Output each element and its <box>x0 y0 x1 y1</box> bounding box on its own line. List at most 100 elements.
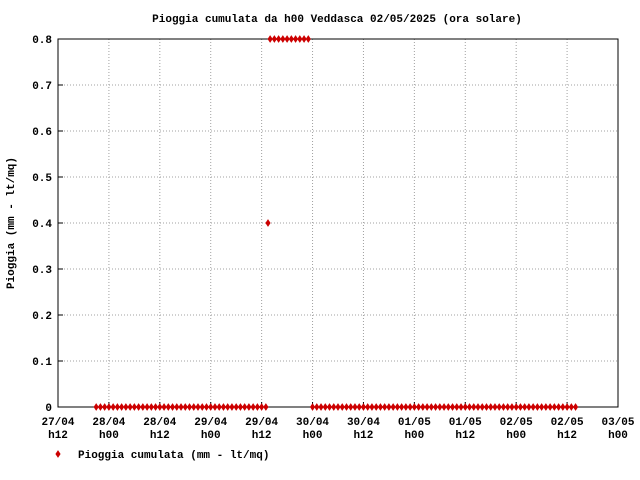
data-point <box>454 403 460 411</box>
data-point <box>492 403 498 411</box>
data-point <box>165 403 171 411</box>
x-tick-label: h00 <box>99 430 119 442</box>
data-point <box>352 403 358 411</box>
data-point <box>102 403 108 411</box>
x-tick-label: h00 <box>404 430 424 442</box>
data-point <box>305 35 311 43</box>
data-point <box>144 403 150 411</box>
data-point <box>288 35 294 43</box>
y-tick-label: 0.3 <box>32 265 52 277</box>
data-point <box>360 403 367 411</box>
data-point <box>483 403 490 411</box>
data-point <box>449 403 456 411</box>
data-point <box>522 403 528 411</box>
x-tick-label: 30/04 <box>347 417 380 429</box>
data-point <box>237 403 244 411</box>
x-tick-label: 02/05 <box>551 417 584 429</box>
data-point <box>513 403 519 411</box>
chart-title: Pioggia cumulata da h00 Veddasca 02/05/2… <box>152 14 522 26</box>
data-point <box>301 35 307 43</box>
data-point <box>505 403 511 411</box>
data-point <box>322 403 328 411</box>
y-tick-label: 0 <box>45 403 52 415</box>
data-point <box>276 35 282 43</box>
data-point <box>539 403 545 411</box>
data-point <box>441 403 447 411</box>
data-point <box>259 403 265 411</box>
data-point <box>390 403 396 411</box>
data-point <box>93 403 99 411</box>
data-point <box>271 35 277 43</box>
data-point <box>428 403 434 411</box>
data-point <box>496 403 502 411</box>
data-point <box>263 403 269 411</box>
y-tick-label: 0.4 <box>32 219 52 231</box>
data-point <box>475 403 481 411</box>
data-point <box>458 403 464 411</box>
data-point <box>471 403 477 411</box>
data-point <box>399 403 405 411</box>
data-point <box>403 403 409 411</box>
data-point <box>572 403 579 411</box>
data-point <box>220 403 227 411</box>
x-tick-label: 28/04 <box>143 417 176 429</box>
data-point <box>284 35 290 43</box>
legend-marker <box>55 450 61 458</box>
data-point <box>445 403 451 411</box>
data-point <box>225 403 231 411</box>
x-tick-label: 29/04 <box>245 417 278 429</box>
legend-label: Pioggia cumulata (mm - lt/mq) <box>78 450 269 462</box>
data-point <box>169 403 176 411</box>
x-tick-label: h12 <box>354 430 374 442</box>
data-point <box>568 403 574 411</box>
data-point <box>131 403 137 411</box>
data-point <box>411 403 417 411</box>
data-point <box>97 403 104 411</box>
data-point <box>157 403 163 411</box>
data-point <box>462 403 468 411</box>
data-point <box>250 403 256 411</box>
data-point <box>216 403 222 411</box>
data-point <box>212 403 218 411</box>
data-point <box>233 403 239 411</box>
x-tick-label: 01/05 <box>449 417 482 429</box>
y-tick-label: 0.5 <box>32 173 52 185</box>
data-point <box>377 403 384 411</box>
data-point <box>106 403 112 411</box>
y-tick-label: 0.6 <box>32 127 52 139</box>
data-point <box>119 403 125 411</box>
data-point <box>339 403 345 411</box>
x-tick-label: h00 <box>201 430 221 442</box>
x-tick-label: 02/05 <box>500 417 533 429</box>
x-tick-label: 30/04 <box>296 417 329 429</box>
data-point <box>242 403 248 411</box>
data-point <box>182 403 188 411</box>
data-point <box>254 403 260 411</box>
x-tick-label: 03/05 <box>601 417 634 429</box>
data-point <box>488 403 494 411</box>
y-tick-label: 0.7 <box>32 81 52 93</box>
data-point <box>407 403 413 411</box>
x-tick-label: 28/04 <box>92 417 125 429</box>
data-point <box>530 403 536 411</box>
data-point <box>178 403 184 411</box>
x-tick-label: h00 <box>608 430 628 442</box>
data-point <box>556 403 562 411</box>
data-point <box>140 403 146 411</box>
data-point <box>246 403 252 411</box>
y-tick-label: 0.1 <box>32 357 52 369</box>
data-point <box>343 403 350 411</box>
x-tick-label: h00 <box>506 430 526 442</box>
data-point <box>517 403 524 411</box>
data-point <box>127 403 133 411</box>
data-point <box>335 403 341 411</box>
data-point <box>534 403 540 411</box>
data-point <box>369 403 375 411</box>
data-point <box>356 403 362 411</box>
data-point <box>195 403 201 411</box>
x-tick-label: h12 <box>48 430 68 442</box>
data-point <box>348 403 354 411</box>
data-point <box>123 403 129 411</box>
